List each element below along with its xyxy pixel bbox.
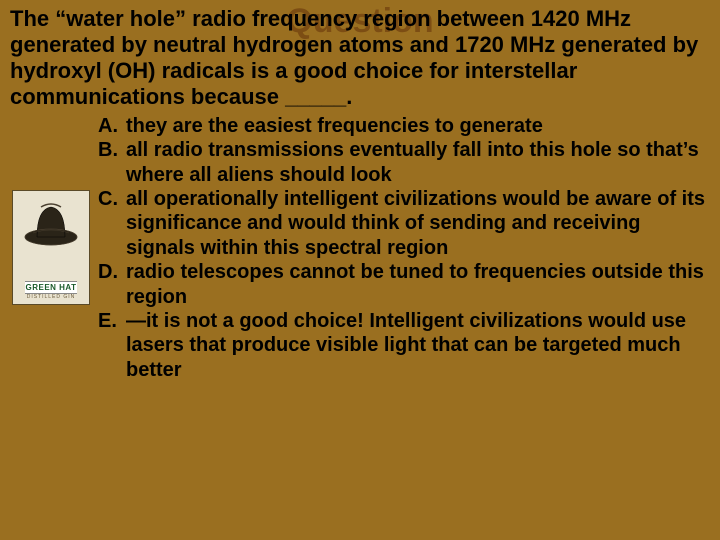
answer-letter: B.	[98, 138, 126, 187]
answer-text: —it is not a good choice! Intelligent ci…	[126, 309, 710, 382]
logo-subtitle: DISTILLED GIN	[25, 294, 76, 300]
answer-letter: E.	[98, 309, 126, 382]
answer-text: they are the easiest frequencies to gene…	[126, 114, 710, 138]
answer-option: A. they are the easiest frequencies to g…	[98, 114, 710, 138]
answer-text: all operationally intelligent civilizati…	[126, 187, 710, 260]
question-text: The “water hole” radio frequency region …	[10, 6, 710, 110]
answer-option: C. all operationally intelligent civiliz…	[98, 187, 710, 260]
slide: Question The “water hole” radio frequenc…	[0, 0, 720, 540]
logo-brand-text: GREEN HAT	[25, 281, 76, 294]
hat-icon	[23, 197, 79, 247]
logo-column: GREEN HAT DISTILLED GIN	[10, 114, 92, 382]
answers-wrap: GREEN HAT DISTILLED GIN A. they are the …	[10, 114, 710, 382]
logo-brand: GREEN HAT DISTILLED GIN	[25, 281, 76, 300]
greenhat-logo: GREEN HAT DISTILLED GIN	[12, 190, 90, 305]
answer-letter: A.	[98, 114, 126, 138]
answer-option: B. all radio transmissions eventually fa…	[98, 138, 710, 187]
answer-text: all radio transmissions eventually fall …	[126, 138, 710, 187]
answer-option: D. radio telescopes cannot be tuned to f…	[98, 260, 710, 309]
answer-letter: D.	[98, 260, 126, 309]
answer-option: E. —it is not a good choice! Intelligent…	[98, 309, 710, 382]
answers-list: A. they are the easiest frequencies to g…	[92, 114, 710, 382]
answer-letter: C.	[98, 187, 126, 260]
answer-text: radio telescopes cannot be tuned to freq…	[126, 260, 710, 309]
